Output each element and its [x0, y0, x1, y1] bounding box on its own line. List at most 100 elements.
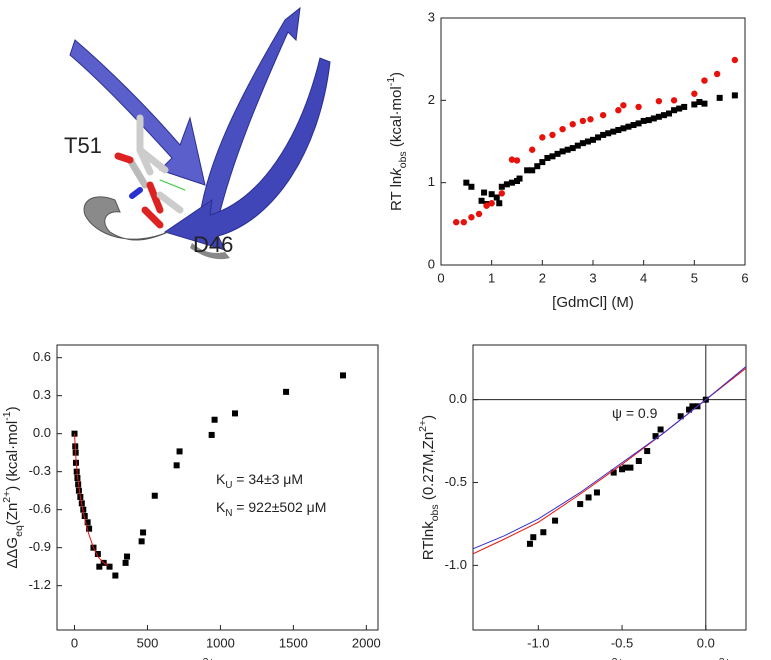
x-tick-label: 3	[589, 270, 596, 285]
x-tick-label: 1	[488, 270, 495, 285]
y-tick-label: 0.6	[33, 349, 51, 364]
data-point	[498, 190, 505, 197]
label-part: (kcal·mol	[388, 86, 405, 151]
data-point	[498, 183, 505, 190]
data-point	[635, 457, 642, 464]
data-point	[564, 146, 571, 153]
data-point	[644, 448, 651, 455]
data-point	[554, 150, 561, 157]
data-point	[657, 426, 664, 433]
data-point	[590, 136, 596, 143]
label-part: K	[216, 499, 226, 515]
label-part: )-ΔΔG	[624, 659, 666, 660]
label-part: )	[388, 72, 405, 77]
data-point	[283, 388, 290, 395]
data-point	[686, 406, 693, 413]
label-part: ) (kcal·mol	[4, 421, 21, 491]
data-point	[488, 200, 495, 207]
data-point	[630, 122, 637, 129]
label-part: ψ = 0.9	[612, 405, 658, 421]
x-tick-label: 0.0	[697, 635, 715, 650]
data-point	[579, 117, 587, 125]
x-tick-label: 0	[71, 635, 78, 650]
data-point	[620, 102, 627, 109]
data-point	[75, 487, 82, 494]
x-tick-label: -1.0	[527, 635, 549, 650]
data-point	[106, 563, 113, 570]
data-point	[468, 214, 475, 221]
annotation: ψ = 0.9	[612, 405, 658, 421]
x-tick-label: 1000	[206, 635, 235, 650]
data-point	[670, 97, 678, 104]
data-point	[605, 130, 612, 137]
data-point	[599, 111, 607, 119]
data-point	[676, 105, 683, 112]
data-point	[574, 142, 581, 149]
label-part: )	[4, 406, 21, 411]
data-point	[569, 145, 576, 152]
data-point	[645, 117, 652, 124]
x-tick-label: 500	[137, 635, 159, 650]
data-point	[84, 519, 91, 526]
data-point	[701, 100, 708, 107]
y-axis-label: ΔΔGeq(Zn2+) (kcal·mol-1)	[1, 406, 25, 568]
x-tick-label: 1500	[279, 635, 308, 650]
x-tick-label: 2000	[352, 635, 381, 650]
data-point	[122, 559, 129, 566]
data-point	[559, 125, 566, 133]
data-point	[701, 77, 708, 84]
data-point	[691, 90, 698, 97]
x-tick-label: 2	[539, 270, 546, 285]
y-tick-label: 0.0	[33, 425, 51, 440]
annotation: KN = 922±502 μM	[216, 499, 326, 519]
x-axis-label: [GdmCl] (M)	[552, 294, 634, 311]
data-point	[671, 107, 678, 114]
data-point	[677, 413, 684, 420]
data-point	[173, 462, 180, 469]
label-part: obs	[429, 504, 441, 521]
data-point	[600, 131, 607, 138]
beta-strand	[199, 6, 301, 221]
data-point	[138, 538, 145, 545]
x-tick-label: 6	[741, 270, 748, 285]
data-point	[696, 98, 703, 105]
x-axis-label: RTlnkobs (0.27M,Zn2+)-ΔΔGu(5M,Zn2+)	[483, 656, 735, 660]
fit-line	[74, 433, 109, 566]
label-part: 2+	[612, 656, 624, 660]
x-tick-label: 0	[437, 270, 444, 285]
label-part: eq	[13, 525, 25, 537]
data-point	[539, 134, 546, 141]
data-point	[579, 140, 586, 147]
data-point	[615, 126, 622, 133]
label-part: -1	[1, 411, 13, 420]
beta-strand	[163, 57, 331, 251]
label-part: RTlnk	[420, 521, 437, 560]
label-part: )	[420, 415, 437, 420]
data-point	[650, 115, 657, 122]
data-point	[112, 572, 119, 579]
data-point	[595, 134, 602, 141]
y-axis-label: RTlnkobs (0.27M,Zn2+)	[417, 415, 441, 560]
beta-strand	[69, 39, 206, 186]
data-point	[503, 181, 510, 188]
data-point	[232, 410, 239, 417]
label-part: k	[388, 167, 405, 176]
data-point	[627, 464, 634, 471]
x-tick-label: 4	[640, 270, 647, 285]
x-tick-label: -0.5	[611, 635, 633, 650]
data-point	[81, 513, 88, 519]
data-point	[635, 103, 642, 111]
data-point	[526, 540, 533, 547]
residue-label: T51	[64, 133, 102, 158]
data-point	[655, 97, 663, 105]
label-part: ΔΔG	[4, 537, 21, 569]
data-point	[713, 70, 721, 78]
data-point	[716, 94, 723, 101]
label-part: (5M,Zn	[671, 659, 719, 660]
label-part: 2+	[203, 656, 215, 660]
data-point	[513, 157, 521, 164]
data-point	[539, 159, 546, 166]
label-part: )	[731, 659, 736, 660]
